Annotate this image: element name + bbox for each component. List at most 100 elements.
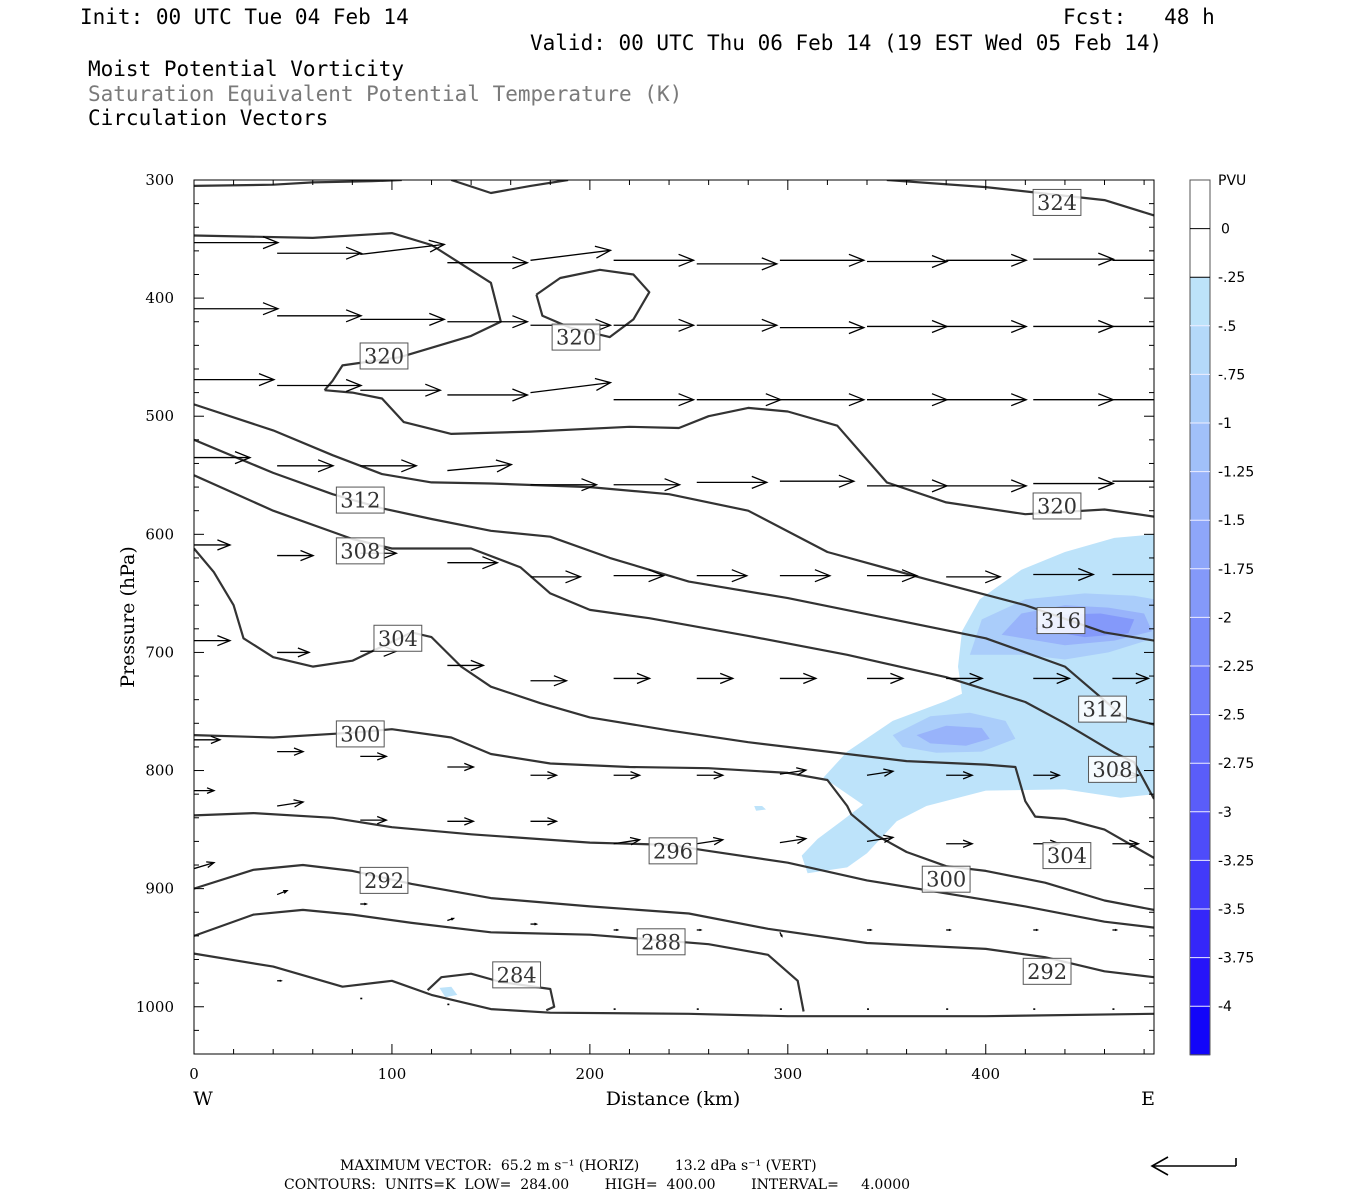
colorbar-level-label: -1.5 [1218,513,1245,529]
contour-label: 324 [1032,188,1082,216]
vector-head [1098,252,1116,266]
theta-es-contour-line [194,547,1154,859]
colorbar-level-label: -.75 [1218,367,1245,383]
vector-head [648,569,666,583]
y-tick-label: 300 [145,171,174,189]
contour-label: 284 [492,961,542,989]
vector-head [1010,319,1028,334]
x-tick-label: 200 [576,1065,605,1083]
pv-colorbar: 0 -.25 -.5 -.75 -1 -1.25 -1.5 -1.75 -2 -2.25 -2.5 -… [1189,179,1254,1056]
vector-head [636,672,652,685]
colorbar-swatch [1190,180,1210,230]
circulation-vector [779,253,866,267]
circulation-vector [866,834,895,843]
circulation-vector [946,479,1028,493]
forecast-hour: Fcst: 48 h [1063,5,1215,29]
vector-head [428,239,447,253]
vector-head [206,861,216,869]
circulation-vector [530,478,599,492]
x-tick-label: 300 [773,1065,802,1083]
y-tick-label: 500 [145,407,174,425]
vector-head [699,928,703,932]
contour-label-box [335,720,385,748]
vector-shaft [277,801,304,807]
pv-shading [439,534,1154,998]
colorbar-level-label: -1.25 [1218,465,1254,481]
contour-label: 300 [335,720,385,748]
circulation-vector [696,928,703,932]
circulation-vector [613,672,652,685]
vector-head [1135,672,1151,685]
y-tick-label: 1000 [136,998,174,1016]
circulation-vector [194,302,280,316]
y-tick-label: 400 [145,289,174,307]
circulation-vector [946,770,974,780]
vector-head [300,549,315,562]
y-tick-label: 900 [145,880,174,898]
contour-label: 320 [359,342,409,370]
contour-label-text: 300 [340,722,380,746]
circulation-vector [277,747,305,756]
circulation-vector [1112,573,1154,576]
colorbar-level-label: -2.75 [1218,756,1254,772]
vector-head [969,672,984,685]
circulation-vector [779,835,808,845]
vector-head [848,320,866,335]
contour-label-text: 296 [653,839,693,863]
circulation-vector [779,569,832,583]
contour-label: 320 [551,323,601,351]
contour-label-box [359,342,409,370]
vector-head [594,245,613,259]
contour-label: 300 [921,865,971,893]
colorbar-swatch [1190,374,1210,424]
contour-label-text: 308 [1092,758,1132,782]
vector-head [376,752,389,761]
colorbar-swatch [1190,423,1210,473]
circulation-vector [696,836,725,846]
theta-es-contour-line [194,908,805,1012]
vector-head [217,539,232,551]
circulation-vector [779,932,783,938]
contour-label-box [648,837,698,865]
contour-label-text: 304 [1047,844,1087,868]
theta-es-contour-line [194,728,1154,911]
contour-label: 316 [1036,607,1086,635]
contour-label: 288 [636,928,686,956]
y-tick-label: 700 [145,643,174,661]
vector-head [512,388,530,402]
circulation-vector [1112,928,1119,932]
contour-label: 292 [1022,957,1072,985]
circulation-vector [277,549,315,562]
circulation-vector [779,672,818,685]
circulation-vector [1112,839,1141,849]
colorbar-level-label: -1 [1218,416,1232,432]
pv-shade-region [916,725,990,746]
circulation-vector [194,539,232,551]
colorbar-level-label: -3.75 [1218,951,1254,967]
vector-head [512,315,530,329]
circulation-vector [277,309,363,323]
circulation-vector [360,312,447,327]
theta-es-contour-line [535,268,651,339]
circulation-vector [613,770,642,780]
circulation-vector [360,815,389,825]
max-vector-note: MAXIMUM VECTOR: 65.2 m s⁻¹ (HORIZ) 13.2 … [340,1158,817,1174]
circulation-vector [866,569,919,583]
vector-head [962,839,974,849]
vector-head [429,312,447,327]
vector-head [363,902,369,906]
vector-head [279,979,283,982]
circulation-vector [1112,325,1154,328]
reference-vector-icon [1150,1156,1237,1176]
vector-head [464,817,476,826]
contour-labels: 324 320 320 320 316 312 312 308 308 304 304 300 300 2… [335,188,1137,989]
circulation-vector [277,378,363,393]
circulation-vector [194,735,222,745]
x-tick-label: 400 [971,1065,1000,1083]
vector-head [401,459,419,473]
colorbar-level-label: 0 [1221,222,1230,238]
vector-head [931,254,949,269]
circulation-vector [194,450,252,465]
vector-head [258,372,276,387]
x-axis-west-label: W [193,1088,213,1110]
